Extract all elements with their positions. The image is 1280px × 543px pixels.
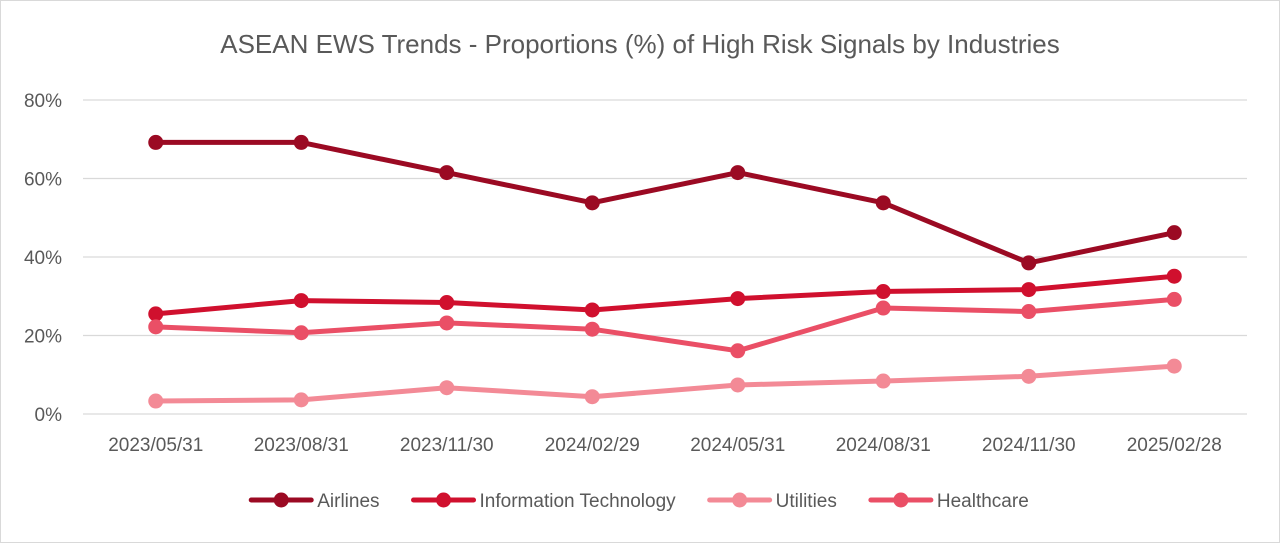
- data-point-airlines: [439, 165, 455, 181]
- data-point-information-technology: [293, 293, 309, 309]
- x-tick-label: 2024/11/30: [982, 435, 1076, 456]
- data-point-airlines: [148, 134, 164, 150]
- series-information-technology: [148, 268, 1182, 322]
- data-point-information-technology: [439, 295, 455, 311]
- y-tick-label: 60%: [24, 170, 62, 191]
- x-tick-label: 2024/05/31: [690, 435, 785, 456]
- data-point-healthcare: [730, 343, 746, 359]
- legend-swatch-marker: [893, 492, 909, 508]
- data-point-healthcare: [293, 325, 309, 341]
- data-point-information-technology: [875, 284, 891, 300]
- series-group: [148, 134, 1182, 409]
- data-point-healthcare: [584, 321, 600, 337]
- series-line-airlines: [153, 139, 1177, 266]
- data-point-utilities: [1021, 368, 1037, 384]
- series-line-healthcare: [153, 296, 1177, 354]
- data-point-airlines: [730, 165, 746, 181]
- data-point-healthcare: [148, 319, 164, 335]
- series-utilities: [148, 358, 1182, 409]
- legend-swatch-marker: [436, 492, 452, 508]
- y-tick-label: 40%: [24, 248, 62, 269]
- series-healthcare: [148, 291, 1182, 359]
- y-axis-ticks: 0% 20% 40% 60% 80%: [24, 91, 62, 426]
- legend-swatch-marker: [273, 492, 289, 508]
- x-tick-label: 2023/11/30: [400, 435, 494, 456]
- data-point-healthcare: [875, 300, 891, 316]
- legend: Airlines Information Technology Utilities H…: [248, 491, 1029, 512]
- data-point-utilities: [730, 377, 746, 393]
- legend-swatch-marker: [732, 492, 748, 508]
- legend-item-airlines: Airlines: [248, 491, 380, 512]
- data-point-airlines: [1021, 255, 1037, 271]
- legend-label: Utilities: [776, 491, 837, 512]
- data-point-information-technology: [1021, 282, 1037, 298]
- legend-label: Healthcare: [937, 491, 1029, 512]
- data-point-airlines: [875, 195, 891, 211]
- legend-item-information-technology: Information Technology: [411, 491, 677, 512]
- x-tick-label: 2023/08/31: [254, 435, 349, 456]
- series-line-utilities: [153, 363, 1177, 404]
- legend-label: Information Technology: [480, 491, 677, 512]
- series-line-information-technology: [153, 273, 1177, 317]
- series-airlines: [148, 134, 1182, 271]
- data-point-healthcare: [1166, 291, 1182, 307]
- y-tick-label: 80%: [24, 91, 62, 112]
- legend-item-utilities: Utilities: [707, 491, 837, 512]
- data-point-utilities: [584, 389, 600, 405]
- data-point-information-technology: [730, 291, 746, 307]
- data-point-utilities: [293, 392, 309, 408]
- data-point-airlines: [293, 134, 309, 150]
- chart-title: ASEAN EWS Trends - Proportions (%) of Hi…: [220, 29, 1060, 59]
- gridlines: [83, 99, 1247, 415]
- data-point-airlines: [1166, 225, 1182, 241]
- legend-item-healthcare: Healthcare: [868, 491, 1029, 512]
- data-point-airlines: [584, 195, 600, 211]
- data-point-utilities: [875, 373, 891, 389]
- y-tick-label: 0%: [35, 405, 63, 426]
- x-tick-label: 2024/02/29: [545, 435, 640, 456]
- data-point-information-technology: [584, 302, 600, 318]
- data-point-utilities: [148, 393, 164, 409]
- data-point-utilities: [439, 380, 455, 396]
- data-point-utilities: [1166, 358, 1182, 374]
- x-tick-label: 2024/08/31: [836, 435, 931, 456]
- data-point-healthcare: [439, 315, 455, 331]
- legend-label: Airlines: [317, 491, 379, 512]
- x-tick-label: 2025/02/28: [1127, 435, 1222, 456]
- y-tick-label: 20%: [24, 327, 62, 348]
- data-point-healthcare: [1021, 304, 1037, 320]
- x-tick-label: 2023/05/31: [108, 435, 203, 456]
- x-axis-ticks: 2023/05/31 2023/08/31 2023/11/30 2024/02/29…: [108, 435, 1222, 456]
- data-point-information-technology: [1166, 268, 1182, 284]
- data-point-information-technology: [148, 306, 164, 322]
